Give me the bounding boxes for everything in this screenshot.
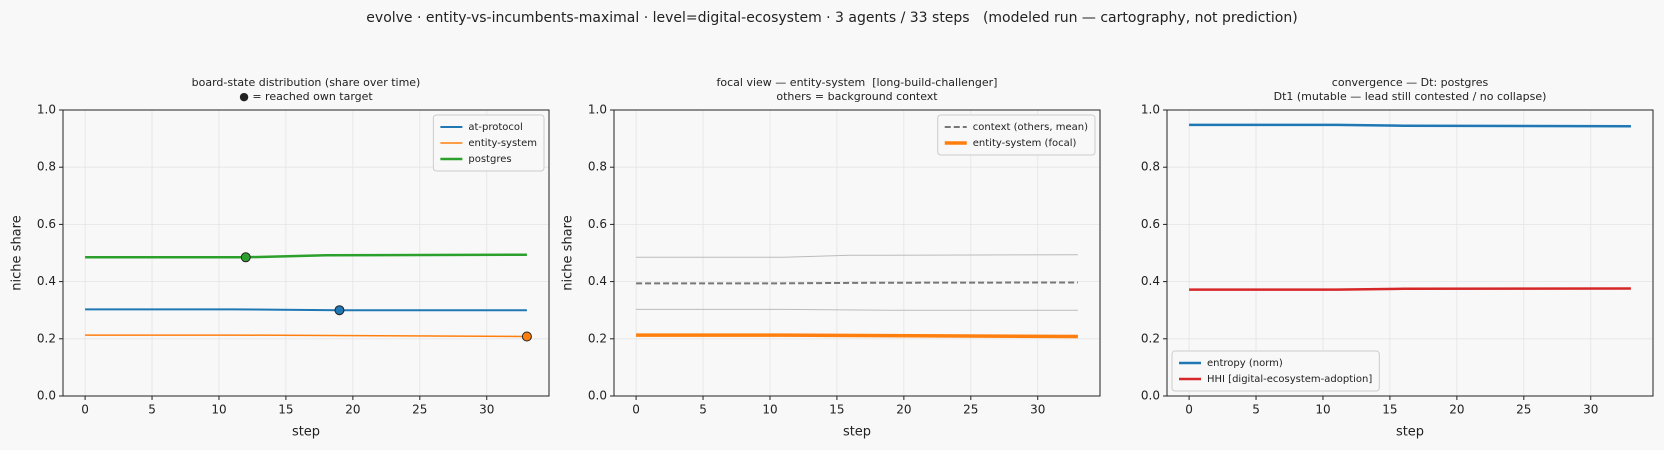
axes-frame — [1166, 109, 1654, 397]
x-tick-label: 25 — [412, 403, 427, 417]
series-line — [85, 334, 527, 338]
target-marker — [334, 305, 345, 316]
x-axis-label: step — [1396, 425, 1424, 440]
target-marker — [240, 252, 251, 263]
legend-item: entity-system — [440, 138, 537, 149]
y-tick-label: 1.0 — [37, 103, 56, 117]
background-line — [636, 254, 1078, 258]
chart-subtitle: ● = reached own target — [239, 90, 373, 103]
x-tick-label: 5 — [1252, 403, 1260, 417]
legend-item: postgres — [440, 154, 512, 165]
figure-title: evolve · entity-vs-incumbents-maximal · … — [366, 10, 1297, 26]
y-tick-label: 0.6 — [1141, 217, 1160, 231]
legend-item: entity-system (focal) — [944, 138, 1077, 149]
legend-item: context (others, mean) — [944, 122, 1088, 133]
chart-subtitle: Dt1 (mutable — lead still contested / no… — [1274, 90, 1547, 103]
x-tick-label: 20 — [896, 403, 911, 417]
legend-label: postgres — [468, 154, 511, 165]
series-line — [85, 308, 527, 312]
series-line — [636, 333, 1078, 339]
x-tick-label: 20 — [1449, 403, 1464, 417]
legend-box — [1171, 350, 1380, 392]
legend-label: HHI [digital-ecosystem-adoption] — [1207, 374, 1372, 385]
legend-label: entropy (norm) — [1207, 358, 1283, 369]
y-tick-label: 0.2 — [1141, 331, 1160, 345]
series-line — [1189, 287, 1631, 291]
y-tick-label: 0.6 — [588, 217, 607, 231]
legend-label: entity-system — [468, 138, 537, 149]
legend-item: HHI [digital-ecosystem-adoption] — [1179, 374, 1372, 385]
legend: at-protocol entity-system postgres — [432, 114, 545, 172]
x-tick-label: 0 — [81, 403, 89, 417]
chart-title: board-state distribution (share over tim… — [192, 76, 421, 89]
x-tick-label: 10 — [1315, 403, 1330, 417]
y-tick-label: 0.2 — [588, 331, 607, 345]
y-tick-label: 0.0 — [588, 389, 607, 403]
legend-item: entropy (norm) — [1179, 358, 1283, 369]
x-tick-label: 20 — [345, 403, 360, 417]
axes-frame — [613, 109, 1101, 397]
y-tick-label: 0.8 — [588, 160, 607, 174]
x-tick-label: 15 — [1382, 403, 1397, 417]
chart-title: convergence — Dt: postgres — [1332, 76, 1489, 89]
legend-label: at-protocol — [468, 122, 522, 133]
plot-area — [1167, 110, 1653, 396]
x-tick-label: 0 — [632, 403, 640, 417]
x-tick-label: 15 — [278, 403, 293, 417]
x-tick-label: 10 — [762, 403, 777, 417]
legend-box — [432, 114, 545, 172]
x-tick-label: 5 — [699, 403, 707, 417]
x-tick-label: 25 — [963, 403, 978, 417]
legend: entropy (norm) HHI [digital-ecosystem-ado… — [1171, 350, 1380, 392]
x-axis-label: step — [843, 425, 871, 440]
x-tick-label: 0 — [1185, 403, 1193, 417]
legend-item: at-protocol — [440, 122, 523, 133]
y-tick-label: 0.8 — [1141, 160, 1160, 174]
chart-subtitle: others = background context — [776, 90, 938, 103]
y-tick-label: 0.6 — [37, 217, 56, 231]
chart-title: focal view — entity-system [long-build-c… — [717, 76, 998, 89]
x-tick-label: 30 — [1030, 403, 1045, 417]
x-tick-label: 10 — [211, 403, 226, 417]
y-tick-label: 0.2 — [37, 331, 56, 345]
x-tick-label: 30 — [1583, 403, 1598, 417]
legend: context (others, mean) entity-system (foc… — [937, 114, 1096, 156]
y-axis-label: niche share — [10, 215, 25, 290]
y-tick-label: 1.0 — [1141, 103, 1160, 117]
y-tick-label: 0.8 — [37, 160, 56, 174]
y-tick-label: 0.0 — [1141, 389, 1160, 403]
y-tick-label: 1.0 — [588, 103, 607, 117]
legend-label: entity-system (focal) — [973, 138, 1077, 149]
y-tick-label: 0.0 — [37, 389, 56, 403]
target-marker — [521, 331, 532, 342]
series-line — [636, 281, 1078, 285]
x-tick-label: 15 — [829, 403, 844, 417]
legend-label: context (others, mean) — [973, 122, 1088, 133]
plot-area — [614, 110, 1100, 396]
y-tick-label: 0.4 — [37, 274, 56, 288]
x-tick-label: 30 — [479, 403, 494, 417]
background-line — [636, 308, 1078, 311]
series-line — [1189, 123, 1631, 128]
y-tick-label: 0.4 — [588, 274, 607, 288]
y-axis-label: niche share — [561, 215, 576, 290]
x-axis-label: step — [292, 425, 320, 440]
x-tick-label: 25 — [1516, 403, 1531, 417]
x-tick-label: 5 — [148, 403, 156, 417]
legend-box — [937, 114, 1096, 156]
y-tick-label: 0.4 — [1141, 274, 1160, 288]
axes-frame — [62, 109, 550, 397]
